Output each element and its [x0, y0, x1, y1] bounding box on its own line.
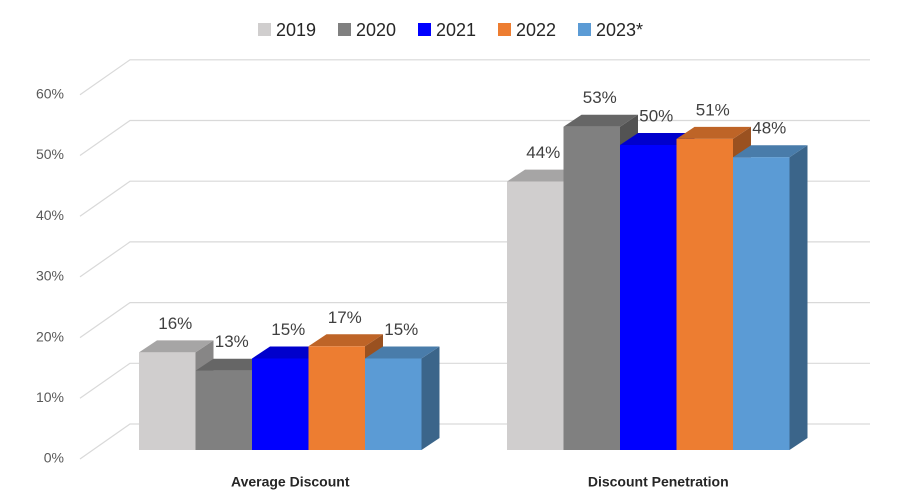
- bar: [365, 358, 422, 450]
- bar: [195, 370, 252, 450]
- bar-top: [507, 169, 582, 182]
- y-tick-label: 10%: [36, 389, 64, 405]
- bar: [676, 138, 733, 450]
- legend-label: 2021: [436, 20, 476, 40]
- legend-swatch: [338, 23, 351, 36]
- bar-side: [421, 346, 440, 450]
- bar-top: [733, 145, 808, 158]
- legend-swatch: [498, 23, 511, 36]
- y-tick-label: 50%: [36, 146, 64, 162]
- y-tick-label: 40%: [36, 207, 64, 223]
- x-tick-label: Average Discount: [231, 474, 350, 490]
- bar: [308, 346, 365, 450]
- bar-top: [252, 346, 327, 359]
- bar-top: [620, 133, 695, 145]
- bar: [507, 181, 564, 450]
- data-label: 13%: [215, 332, 249, 351]
- data-label: 50%: [639, 106, 673, 125]
- grid-line: [79, 59, 870, 96]
- data-label: 17%: [328, 308, 362, 327]
- bar: [563, 126, 620, 450]
- data-label: 44%: [526, 143, 560, 162]
- bar: [620, 145, 677, 450]
- legend-swatch: [418, 23, 431, 36]
- bar: [733, 157, 790, 450]
- bar: [139, 352, 196, 450]
- x-tick-label: Discount Penetration: [588, 474, 729, 490]
- y-tick-label: 20%: [36, 328, 64, 344]
- legend-label: 2023*: [596, 20, 643, 40]
- data-label: 48%: [752, 119, 786, 138]
- data-label: 16%: [158, 314, 192, 333]
- y-tick-label: 60%: [36, 86, 64, 102]
- bar-side: [789, 145, 808, 450]
- bar-top: [139, 340, 214, 353]
- data-label: 15%: [384, 320, 418, 339]
- bar-top: [195, 358, 270, 371]
- legend-swatch: [578, 23, 591, 36]
- bar-top: [676, 126, 751, 139]
- y-tick-label: 0%: [44, 450, 64, 466]
- data-label: 53%: [583, 88, 617, 107]
- bar-top: [563, 114, 638, 127]
- y-tick-label: 30%: [36, 268, 64, 284]
- legend-swatch: [258, 23, 271, 36]
- legend-label: 2019: [276, 20, 316, 40]
- legend-label: 2020: [356, 20, 396, 40]
- bar-top: [365, 346, 440, 359]
- bar: [252, 358, 309, 450]
- data-label: 51%: [696, 100, 730, 119]
- bar-top: [308, 334, 383, 347]
- data-label: 15%: [271, 320, 305, 339]
- legend-label: 2022: [516, 20, 556, 40]
